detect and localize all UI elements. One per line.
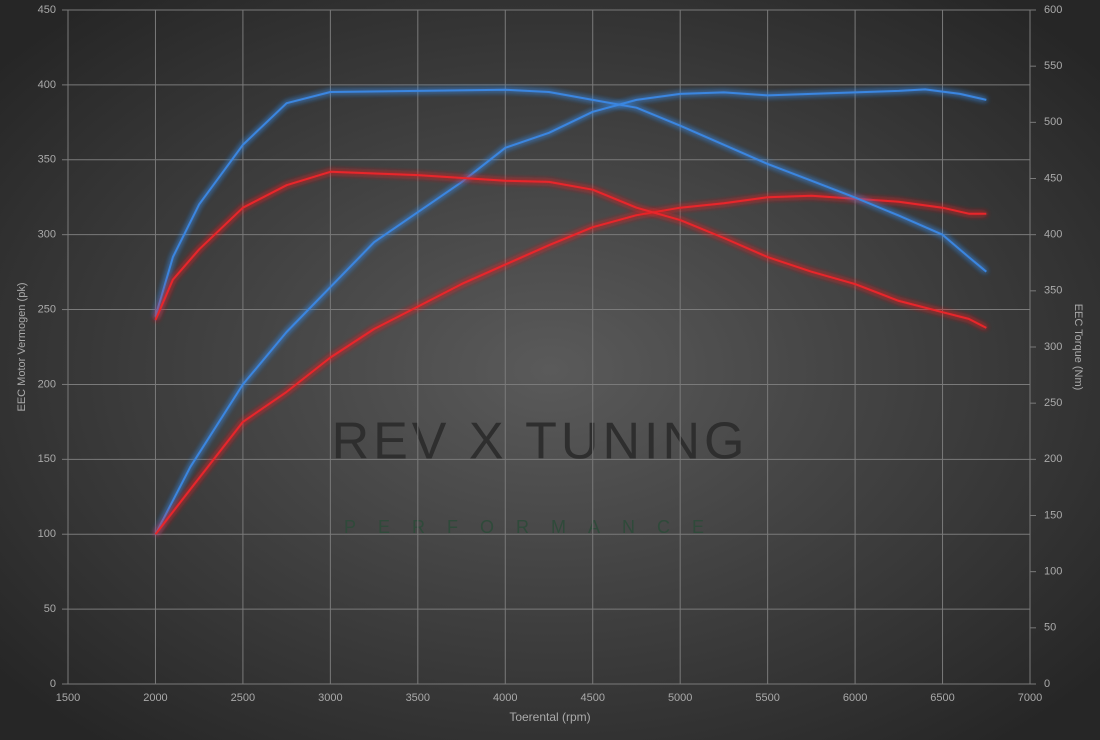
x-tick-label: 3500	[406, 692, 430, 704]
y2-tick-label: 200	[1044, 453, 1062, 465]
y-tick-label: 150	[38, 453, 56, 465]
y-axis-title: EEC Motor Vermogen (pk)	[16, 283, 28, 412]
y2-tick-label: 500	[1044, 116, 1062, 128]
y2-axis-title: EEC Torque (Nm)	[1072, 304, 1084, 391]
x-tick-label: 6500	[930, 692, 954, 704]
y-tick-label: 300	[38, 229, 56, 241]
series-line	[154, 170, 987, 329]
y2-tick-label: 150	[1044, 509, 1062, 521]
x-tick-label: 3000	[318, 692, 342, 704]
x-tick-label: 5000	[668, 692, 692, 704]
series-line	[154, 88, 987, 317]
y-tick-label: 450	[38, 4, 56, 16]
x-tick-label: 7000	[1018, 692, 1042, 704]
x-tick-label: 4500	[580, 692, 604, 704]
y2-tick-label: 300	[1044, 341, 1062, 353]
y2-tick-label: 250	[1044, 397, 1062, 409]
y2-tick-label: 550	[1044, 60, 1062, 72]
y2-tick-label: 350	[1044, 285, 1062, 297]
y2-tick-label: 100	[1044, 566, 1062, 578]
y-tick-label: 200	[38, 378, 56, 390]
x-tick-label: 4000	[493, 692, 517, 704]
x-tick-label: 2000	[143, 692, 167, 704]
y2-tick-label: 600	[1044, 4, 1062, 16]
y-tick-label: 50	[44, 603, 56, 615]
watermark: REV X TUNING	[332, 413, 749, 471]
y-tick-label: 100	[38, 528, 56, 540]
y2-tick-label: 450	[1044, 172, 1062, 184]
x-tick-label: 6000	[843, 692, 867, 704]
y-tick-label: 0	[50, 678, 56, 690]
series-line	[154, 88, 987, 535]
y-tick-label: 250	[38, 303, 56, 315]
x-tick-label: 2500	[231, 692, 255, 704]
y-tick-label: 350	[38, 154, 56, 166]
y-tick-label: 400	[38, 79, 56, 91]
x-tick-label: 5500	[755, 692, 779, 704]
watermark-sub: PERFORMANCE	[344, 517, 726, 537]
y2-tick-label: 0	[1044, 678, 1050, 690]
x-axis-title: Toerental (rpm)	[509, 710, 590, 724]
y2-tick-label: 50	[1044, 622, 1056, 634]
series-line	[154, 194, 987, 535]
x-tick-label: 1500	[56, 692, 80, 704]
y2-tick-label: 400	[1044, 229, 1062, 241]
